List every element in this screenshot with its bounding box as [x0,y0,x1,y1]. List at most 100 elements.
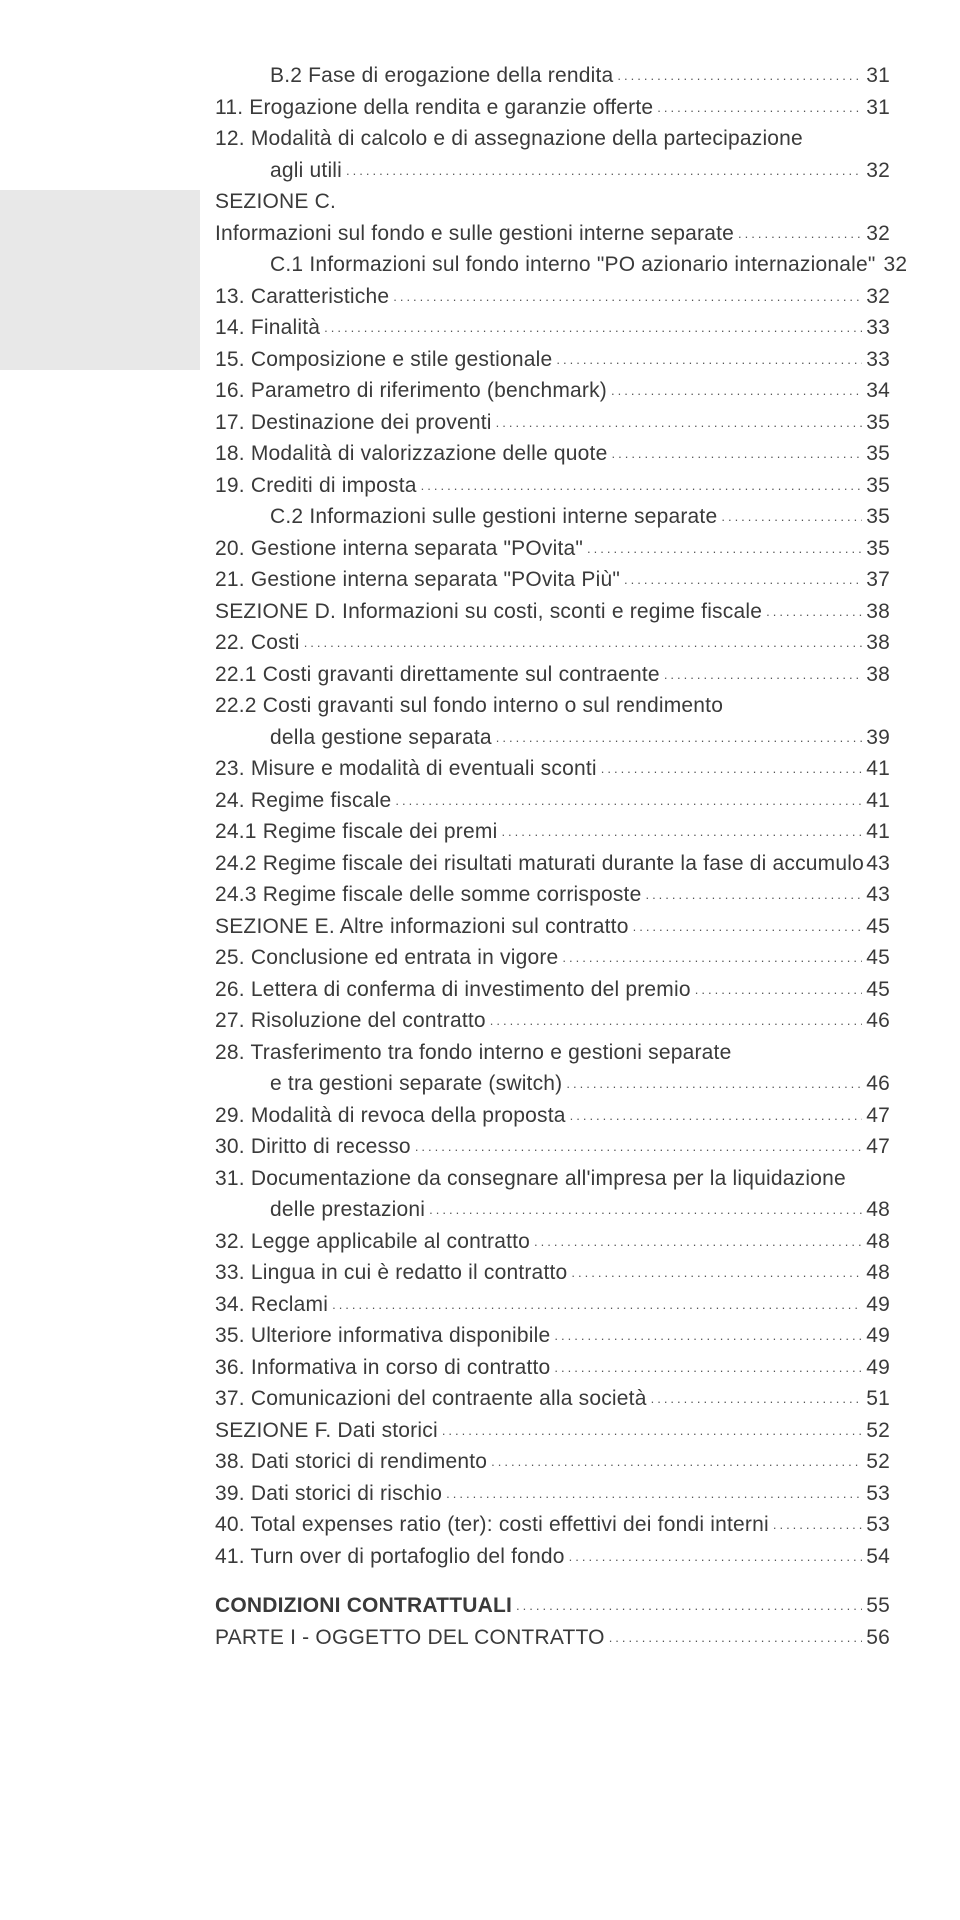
toc-label: 22.1 Costi gravanti direttamente sul con… [215,659,660,691]
toc-label: B.2 Fase di erogazione della rendita [270,60,613,92]
toc-row: 11. Erogazione della rendita e garanzie … [215,92,890,124]
toc-page: 35 [866,533,890,565]
toc-label: 37. Comunicazioni del contraente alla so… [215,1383,647,1415]
toc-page: 52 [866,1415,890,1447]
toc-row: 21. Gestione interna separata "POvita Pi… [215,564,890,596]
toc-page: 48 [866,1194,890,1226]
toc-leaders [609,1628,863,1648]
toc-row: C.2 Informazioni sulle gestioni interne … [215,501,890,533]
toc-row: 19. Crediti di imposta35 [215,470,890,502]
toc-row: Informazioni sul fondo e sulle gestioni … [215,218,890,250]
toc-page: 53 [866,1509,890,1541]
toc-leaders [562,948,862,968]
toc-page: 52 [866,1446,890,1478]
toc-row: SEZIONE C. [215,186,890,218]
toc-row: 28. Trasferimento tra fondo interno e ge… [215,1037,890,1069]
toc-page: 31 [866,92,890,124]
toc-page: 47 [866,1100,890,1132]
toc-label: 32. Legge applicabile al contratto [215,1226,530,1258]
toc-leaders [695,980,862,1000]
toc-leaders [645,885,862,905]
toc-row: 30. Diritto di recesso47 [215,1131,890,1163]
toc-row: 40. Total expenses ratio (ter): costi ef… [215,1509,890,1541]
toc-label: 24.2 Regime fiscale dei risultati matura… [215,848,864,880]
toc-leaders [415,1137,862,1157]
toc-row: della gestione separata39 [215,722,890,754]
toc-page: 37 [866,564,890,596]
toc-leaders [429,1200,862,1220]
toc-leaders [569,1547,863,1567]
toc-label: 17. Destinazione dei proventi [215,407,492,439]
toc-page: 53 [866,1478,890,1510]
toc-page: 55 [866,1590,890,1622]
toc-label: 24. Regime fiscale [215,785,391,817]
toc-page: 46 [866,1005,890,1037]
toc-label: C.2 Informazioni sulle gestioni interne … [270,501,717,533]
toc-page: 41 [866,816,890,848]
toc-page: 43 [866,848,890,880]
toc-row: 17. Destinazione dei proventi35 [215,407,890,439]
toc-row: 13. Caratteristiche32 [215,281,890,313]
toc-row: agli utili32 [215,155,890,187]
toc-page: 47 [866,1131,890,1163]
toc-row: 12. Modalità di calcolo e di assegnazion… [215,123,890,155]
toc-row: 23. Misure e modalità di eventuali scont… [215,753,890,785]
decorative-sidebar-block [0,190,200,370]
toc-label: 29. Modalità di revoca della proposta [215,1100,566,1132]
toc-page: 33 [866,312,890,344]
toc-label: 41. Turn over di portafoglio del fondo [215,1541,565,1573]
toc-page: 54 [866,1541,890,1573]
toc-leaders [611,444,862,464]
toc-page: 48 [866,1226,890,1258]
toc-label: 18. Modalità di valorizzazione delle quo… [215,438,607,470]
toc-row: 24.1 Regime fiscale dei premi41 [215,816,890,848]
toc-label: 22. Costi [215,627,300,659]
toc-page: 45 [866,942,890,974]
toc-page: 35 [866,501,890,533]
toc-leaders [516,1596,862,1616]
toc-leaders [332,1295,862,1315]
toc-label: 39. Dati storici di rischio [215,1478,442,1510]
toc-row: 31. Documentazione da consegnare all'imp… [215,1163,890,1195]
toc-label: 23. Misure e modalità di eventuali scont… [215,753,597,785]
toc-label: 40. Total expenses ratio (ter): costi ef… [215,1509,769,1541]
toc-label: CONDIZIONI CONTRATTUALI [215,1590,512,1622]
toc-label: 27. Risoluzione del contratto [215,1005,486,1037]
toc-leaders [657,98,862,118]
toc-label: 35. Ulteriore informativa disponibile [215,1320,550,1352]
toc-row: 39. Dati storici di rischio 53 [215,1478,890,1510]
toc-page: 49 [866,1352,890,1384]
table-of-contents: B.2 Fase di erogazione della rendita 3111… [215,60,890,1653]
toc-page: 46 [866,1068,890,1100]
toc-page: 41 [866,753,890,785]
toc-row: e tra gestioni separate (switch)46 [215,1068,890,1100]
toc-leaders [766,602,862,622]
toc-leaders [393,287,862,307]
toc-leaders [571,1263,862,1283]
toc-page: 56 [866,1622,890,1654]
toc-label: 12. Modalità di calcolo e di assegnazion… [215,123,803,155]
toc-leaders [534,1232,862,1252]
toc-leaders [346,161,862,181]
toc-row: SEZIONE E. Altre informazioni sul contra… [215,911,890,943]
toc-leaders [633,917,863,937]
toc-row: CONDIZIONI CONTRATTUALI 55 [215,1590,890,1622]
toc-leaders [651,1389,863,1409]
toc-label: 33. Lingua in cui è redatto il contratto [215,1257,567,1289]
toc-row: 41. Turn over di portafoglio del fondo 54 [215,1541,890,1573]
toc-spacer [215,1572,890,1590]
toc-leaders [556,350,862,370]
toc-row: 24.3 Regime fiscale delle somme corrispo… [215,879,890,911]
toc-label: SEZIONE C. [215,186,336,218]
toc-row: 18. Modalità di valorizzazione delle quo… [215,438,890,470]
toc-row: SEZIONE F. Dati storici52 [215,1415,890,1447]
toc-leaders [395,791,862,811]
toc-page: 38 [866,627,890,659]
toc-label: 31. Documentazione da consegnare all'imp… [215,1163,846,1195]
toc-row: 15. Composizione e stile gestionale33 [215,344,890,376]
toc-page: 35 [866,438,890,470]
toc-leaders [446,1484,862,1504]
toc-row: 24. Regime fiscale41 [215,785,890,817]
toc-page: 34 [866,375,890,407]
toc-leaders [664,665,862,685]
